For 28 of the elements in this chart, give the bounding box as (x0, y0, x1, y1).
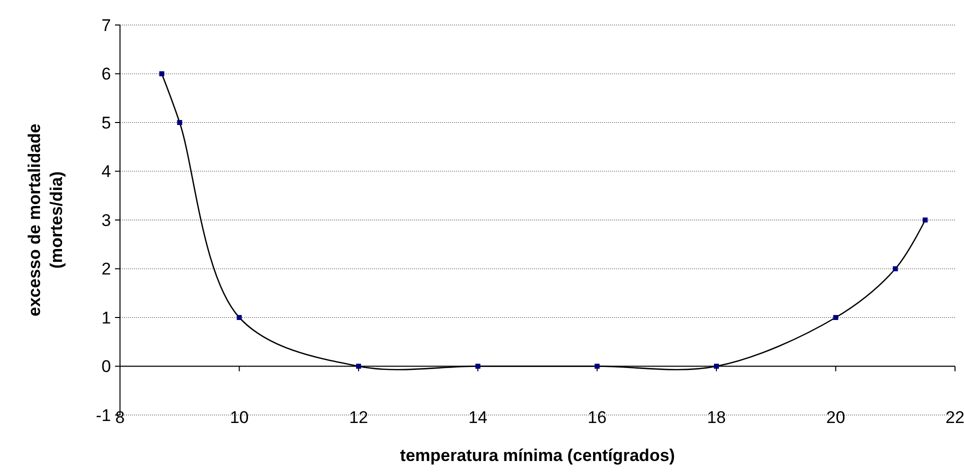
point (236, 315, 242, 320)
x-axis-title: temperatura mínima (centígrados) (400, 446, 675, 465)
point (475, 364, 480, 369)
x-tick-label: 10 (230, 408, 249, 427)
point (177, 120, 182, 125)
y-tick-label: 3 (102, 210, 111, 230)
point (594, 364, 600, 369)
point (922, 218, 928, 222)
y-tick-label: 1 (102, 308, 111, 328)
y-tick-label: 0 (102, 357, 111, 376)
y-tick-label: 2 (102, 260, 111, 279)
x-tick-label: 16 (588, 408, 607, 427)
y-tick-label: 7 (102, 16, 111, 35)
y-tick-label: 4 (102, 162, 111, 182)
x-tick-label: 18 (706, 408, 726, 427)
x-tick-label: 14 (468, 408, 488, 427)
y-tick-label: 6 (102, 64, 111, 84)
y-tick-label: -1 (96, 406, 111, 425)
x-tick-label: 20 (826, 408, 846, 427)
x-tick-label: 22 (946, 408, 964, 427)
point (356, 364, 362, 369)
point (159, 71, 164, 76)
point (892, 266, 898, 272)
x-tick-label: 12 (349, 408, 368, 427)
y-axis-title: excesso de mortalidade (mortes/dia) (25, 124, 66, 316)
point (833, 315, 838, 320)
y-tick-label: 5 (102, 113, 111, 132)
point (714, 364, 719, 369)
